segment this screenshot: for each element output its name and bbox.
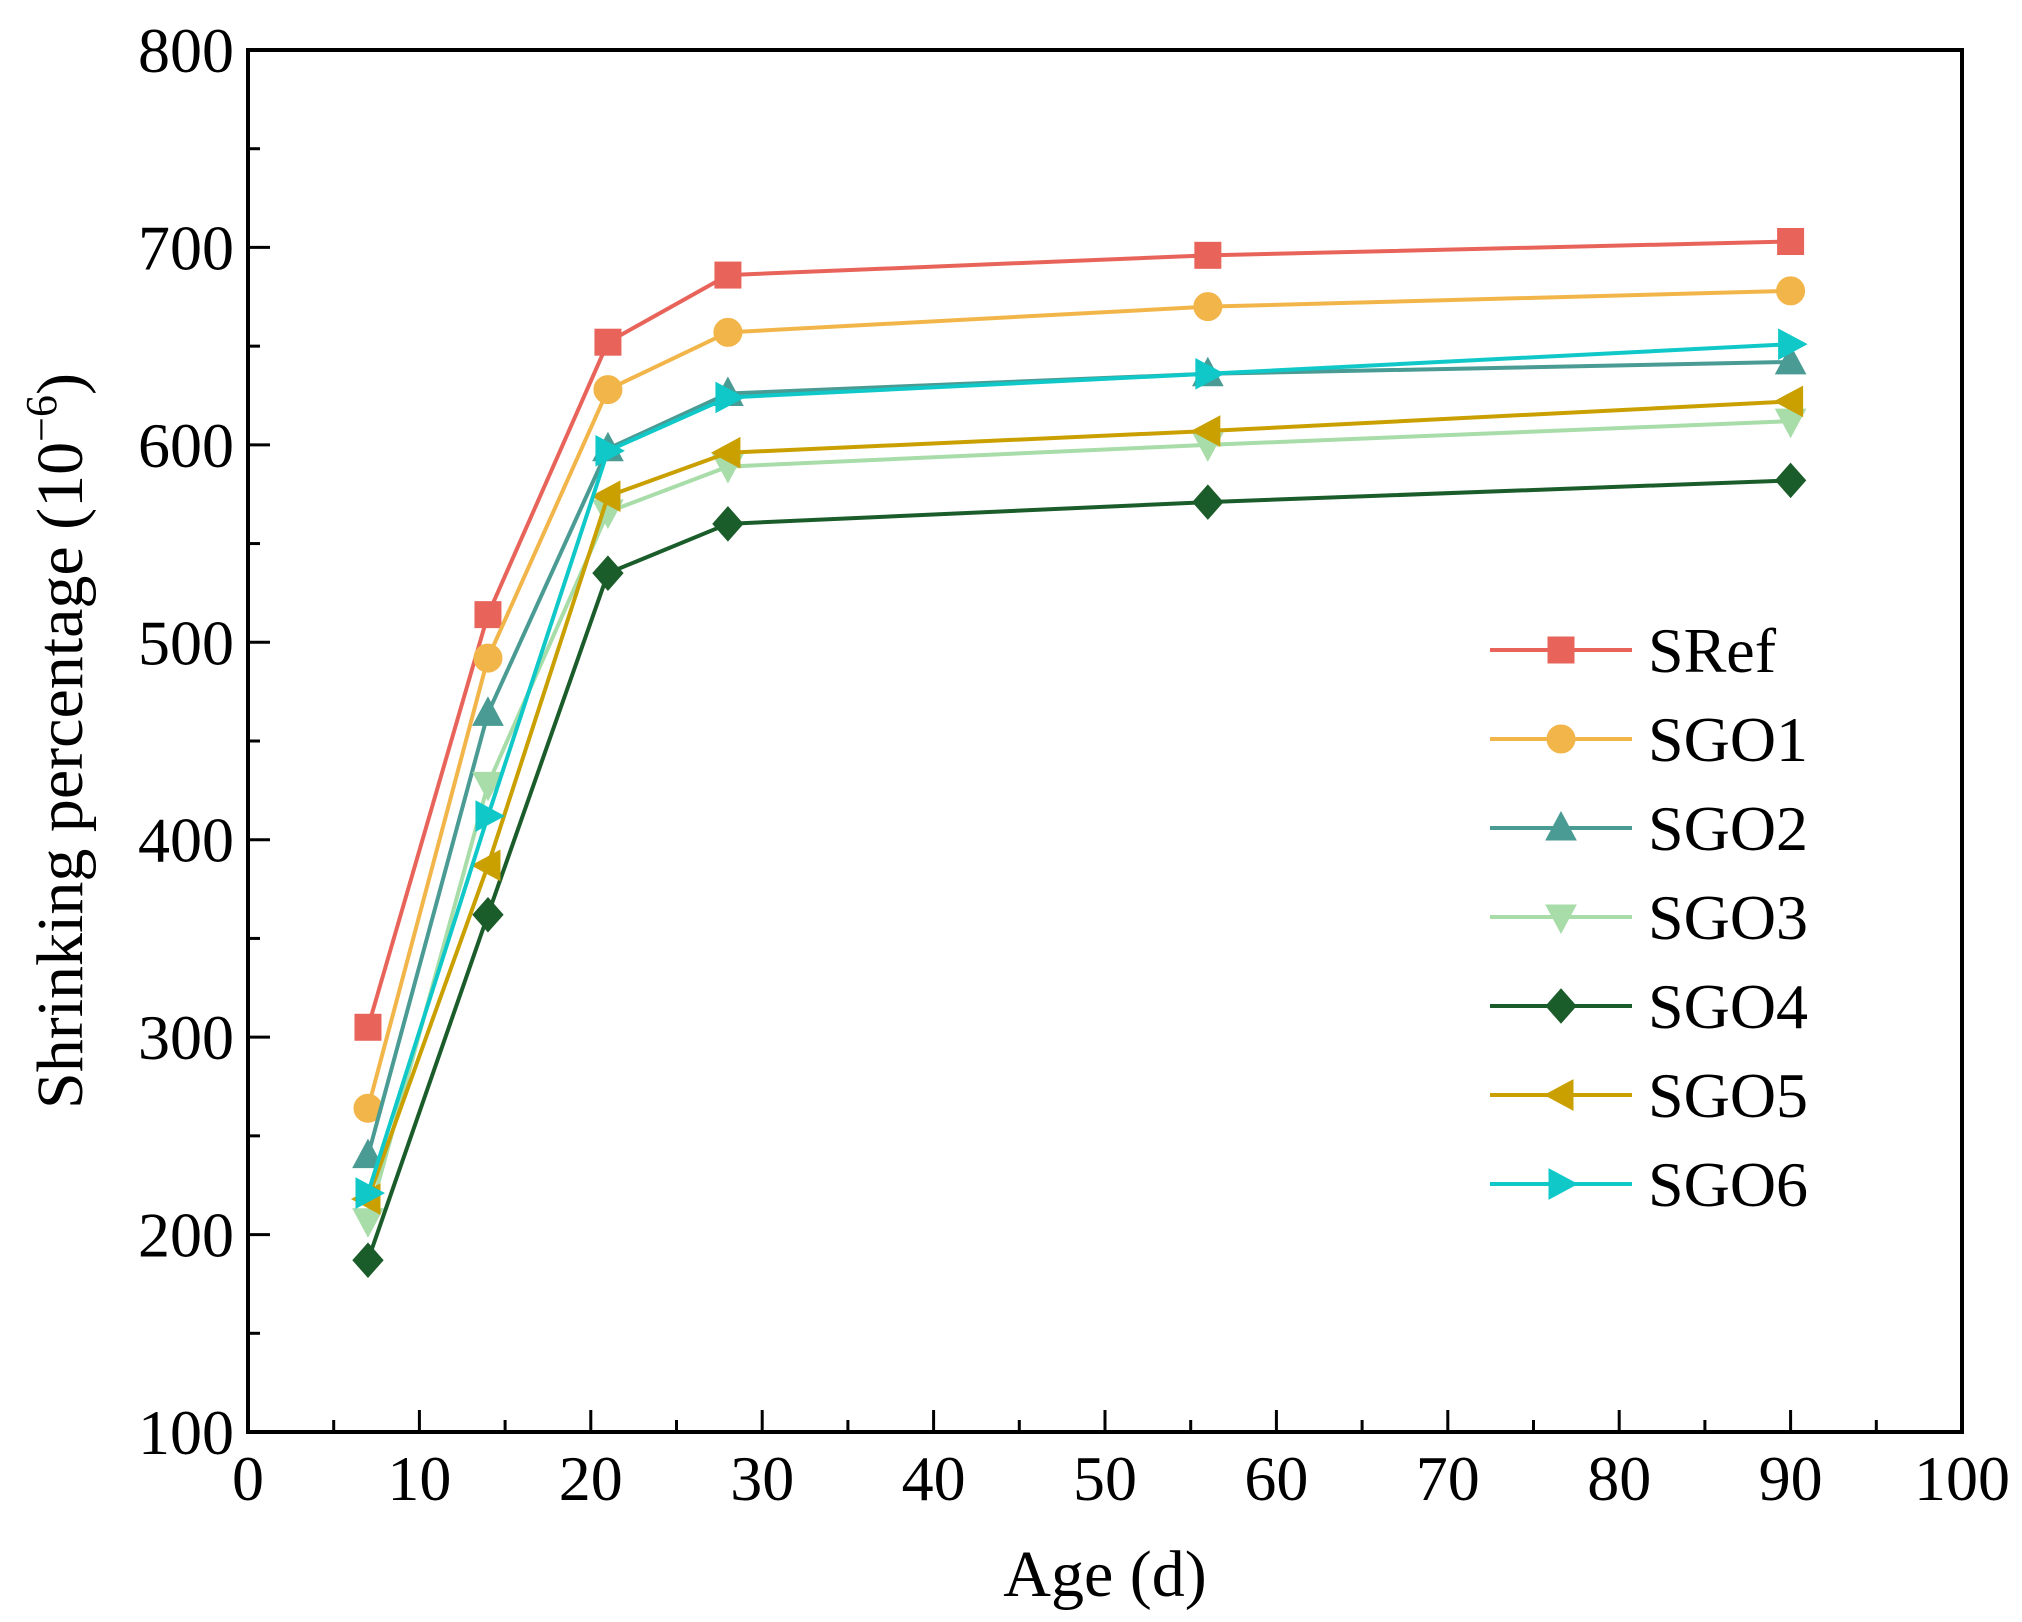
y-axis-title: Shrinking percentage (10−6) [17,373,97,1109]
data-point-sgo2 [1774,344,1807,375]
legend-item-sgo2: SGO2 [1490,793,1808,864]
data-point-sref [1194,241,1222,269]
data-point-sgo6 [1778,328,1808,361]
data-point-sgo4 [712,506,744,542]
legend: SRef SGO1 SGO2 SGO3 SGO4 SGO5 SGO6 [1490,615,1808,1220]
x-tick-label: 50 [1073,1443,1137,1514]
legend-item-sgo6: SGO6 [1490,1149,1808,1220]
data-point-sgo4 [352,1242,384,1278]
series-sgo5 [350,385,1804,1215]
legend-marker [1548,1168,1579,1200]
data-point-sgo6 [595,434,625,467]
x-tick-label: 40 [902,1443,966,1514]
legend-label: SRef [1648,615,1777,686]
series-line-sgo3 [366,419,1791,1222]
data-point-sgo1 [1776,276,1806,306]
y-tick-label: 200 [138,1200,234,1271]
legend-marker [1545,810,1577,841]
data-point-sgo1 [1193,292,1223,322]
data-point-sref [354,1013,382,1041]
y-axis-title-exponent: −6 [17,395,66,442]
data-point-sgo6 [715,381,745,414]
data-point-sgo6 [355,1177,386,1209]
data-point-sgo4 [1774,462,1807,499]
y-tick-label: 500 [138,607,234,678]
x-tick-labels: 0 10 20 30 40 50 60 70 80 90 100 [232,1443,2010,1514]
legend-marker [1545,988,1577,1024]
data-point-sgo4 [1192,484,1224,520]
series-line-sgo4 [366,478,1791,1261]
series-line-sgo1 [366,288,1791,1109]
x-tick-label: 90 [1759,1443,1823,1514]
x-tick-label: 100 [1914,1443,2010,1514]
series-line-sgo6 [366,342,1791,1194]
y-tick-label: 600 [138,410,234,481]
data-point-sgo4 [592,555,624,591]
legend-label: SGO4 [1648,971,1808,1042]
data-point-sref [594,328,622,356]
data-point-sgo2 [352,1138,384,1169]
data-point-sgo1 [593,375,623,405]
y-tick-label: 800 [138,15,234,86]
series-line-sgo5 [366,399,1791,1200]
legend-item-sgo4: SGO4 [1490,971,1808,1042]
data-point-sgo6 [475,800,506,832]
data-point-sref [714,261,742,289]
data-point-sgo6 [1195,357,1225,390]
data-point-sgo5 [1773,385,1804,418]
data-point-sgo1 [473,643,503,673]
data-point-sgo5 [710,436,741,469]
x-tick-label: 70 [1416,1443,1480,1514]
data-point-sgo4 [472,896,504,933]
data-point-sref [1777,228,1805,256]
x-tick-label: 80 [1587,1443,1651,1514]
legend-label: SGO1 [1648,704,1808,775]
x-tick-label: 30 [730,1443,794,1514]
series-line-sref [366,239,1791,1028]
x-tick-label: 60 [1244,1443,1308,1514]
data-point-sgo2 [472,696,504,726]
y-axis-title-main: Shrinking percentage (10 [24,442,97,1109]
y-axis-title-close: ) [24,373,97,395]
data-point-sgo5 [470,849,501,882]
legend-label: SGO2 [1648,793,1808,864]
legend-item-sgo1: SGO1 [1490,704,1808,775]
legend-label: SGO3 [1648,882,1808,953]
series-sgo6 [355,328,1808,1209]
y-tick-labels: 100 200 300 400 500 600 700 800 [138,15,234,1468]
plot-frame [246,48,1964,1434]
y-tick-label: 300 [138,1002,234,1073]
y-tick-label: 100 [138,1397,234,1468]
legend-item-sgo5: SGO5 [1490,1060,1808,1131]
series-layer [350,228,1808,1278]
legend-marker [1547,636,1575,664]
legend-marker [1546,724,1576,754]
legend-marker [1545,904,1577,935]
data-point-sgo3 [472,771,504,802]
data-point-sgo5 [1190,415,1221,447]
series-sgo1 [353,276,1806,1123]
x-tick-label: 20 [559,1443,623,1514]
legend-marker [1543,1079,1574,1111]
data-point-sgo1 [713,317,743,347]
data-point-sgo5 [590,480,621,513]
series-sref [354,228,1805,1041]
data-point-sgo3 [352,1208,384,1238]
series-sgo4 [352,462,1807,1278]
x-tick-label: 0 [232,1443,264,1514]
legend-label: SGO6 [1648,1149,1808,1220]
series-line-sgo2 [366,359,1791,1157]
x-tick-label: 10 [387,1443,451,1514]
legend-label: SGO5 [1648,1060,1808,1131]
legend-item-sref: SRef [1490,615,1777,686]
legend-item-sgo3: SGO3 [1490,882,1808,953]
y-tick-label: 700 [138,212,234,283]
data-point-sref [474,601,502,629]
x-axis-title: Age (d) [1003,1538,1206,1611]
y-tick-label: 400 [138,805,234,876]
